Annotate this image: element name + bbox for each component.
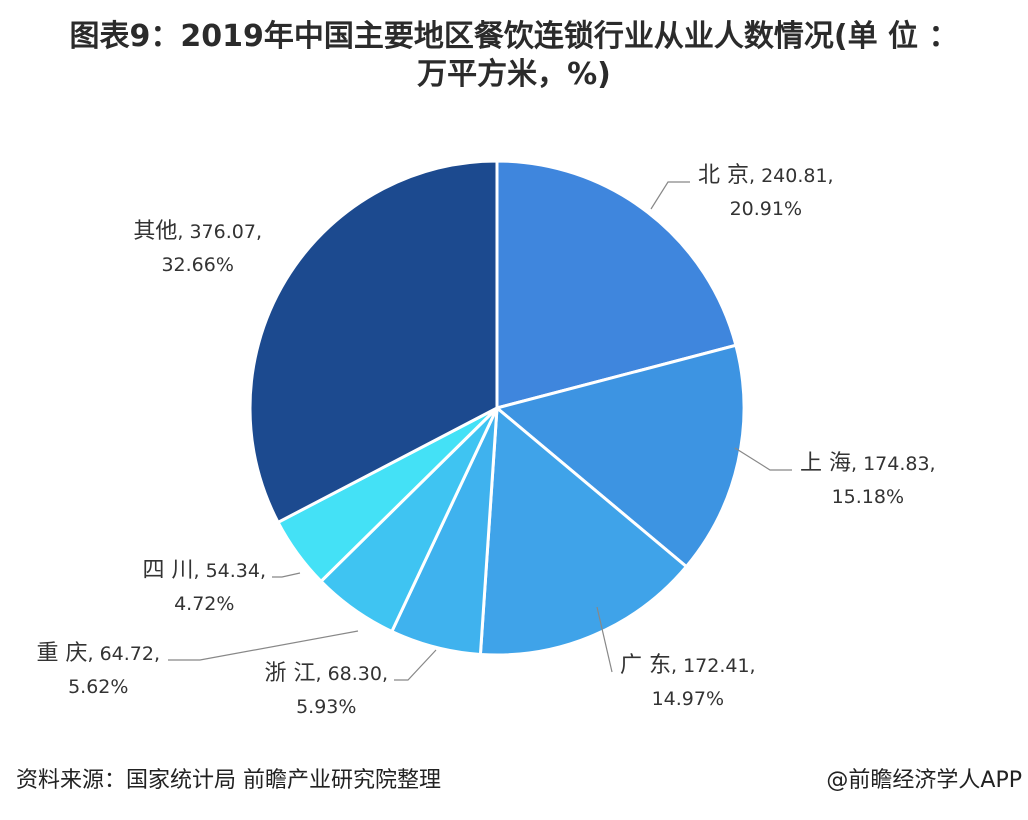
slice-value: , 174.83, xyxy=(851,453,936,475)
slice-label: 北 京, 240.81, xyxy=(698,163,834,188)
pie-slice xyxy=(493,343,746,569)
slice-name: 其他 xyxy=(133,219,177,244)
slice-value: , 54.34, xyxy=(193,560,266,582)
slice-label: 上 海, 174.83, xyxy=(800,451,936,476)
leader-line xyxy=(650,181,690,210)
slice-value: , 376.07, xyxy=(177,221,262,243)
pie-slice xyxy=(495,159,738,410)
leader-line xyxy=(272,572,301,578)
slice-percent: 5.62% xyxy=(68,676,128,698)
leader-line xyxy=(596,606,613,673)
slice-name: 广 东 xyxy=(620,653,671,678)
slice-name: 上 海 xyxy=(800,451,851,476)
leader-line xyxy=(734,447,792,471)
leader-line xyxy=(394,649,437,681)
footer-source: 资料来源：国家统计局 前瞻产业研究院整理 xyxy=(16,768,441,793)
slice-percent: 4.72% xyxy=(174,593,234,615)
slice-name: 浙 江 xyxy=(264,661,315,686)
slice-label: 广 东, 172.41, xyxy=(620,653,756,678)
slice-percent: 5.93% xyxy=(296,696,356,718)
slice-label: 四 川, 54.34, xyxy=(142,558,266,583)
slice-label: 重 庆, 64.72, xyxy=(36,641,160,666)
slice-name: 重 庆 xyxy=(36,641,87,666)
slice-name: 四 川 xyxy=(142,558,193,583)
slice-percent: 20.91% xyxy=(730,198,802,220)
slice-name: 北 京 xyxy=(698,163,749,188)
slice-percent: 15.18% xyxy=(832,486,904,508)
slice-value: , 240.81, xyxy=(749,165,834,187)
chart-title: 图表9：2019年中国主要地区餐饮连锁行业从业人数情况(单 位 ： 万平方米，%… xyxy=(0,18,1028,94)
slice-value: , 68.30, xyxy=(315,663,388,685)
slice-label: 其他, 376.07, xyxy=(133,219,262,244)
slice-label: 浙 江, 68.30, xyxy=(264,661,388,686)
slice-value: , 172.41, xyxy=(671,655,756,677)
pie-slice xyxy=(478,404,689,657)
slice-percent: 14.97% xyxy=(652,688,724,710)
footer-credit: @前瞻经济学人APP xyxy=(826,768,1022,793)
chart-title-line-1: 图表9：2019年中国主要地区餐饮连锁行业从业人数情况(单 位 ： xyxy=(69,19,959,54)
slice-value: , 64.72, xyxy=(87,643,160,665)
leader-line xyxy=(168,630,359,661)
pie-slice xyxy=(248,159,499,525)
slice-percent: 32.66% xyxy=(161,254,233,276)
chart-title-line-2: 万平方米，%) xyxy=(417,57,611,92)
